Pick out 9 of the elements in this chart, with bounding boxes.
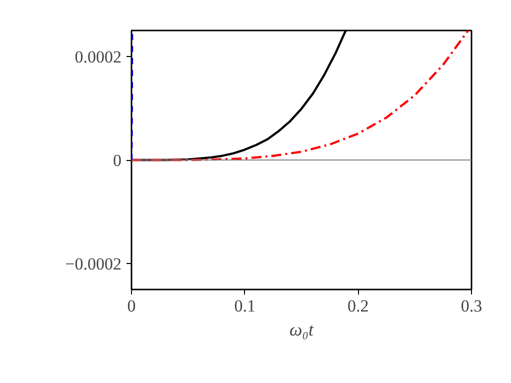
x-axis-title: ω₀t <box>290 320 314 340</box>
line-series <box>132 30 470 162</box>
x-tick-label: 0.3 <box>460 296 482 316</box>
y-tick-label: 0 <box>113 151 122 170</box>
y-tick-label: 0.0002 <box>74 47 122 66</box>
x-tick-label: 0.2 <box>348 296 369 316</box>
y-tick-label: −0.0002 <box>65 254 122 274</box>
x-tick-label: 0 <box>127 296 136 316</box>
x-tick-label: 0.1 <box>234 296 256 316</box>
